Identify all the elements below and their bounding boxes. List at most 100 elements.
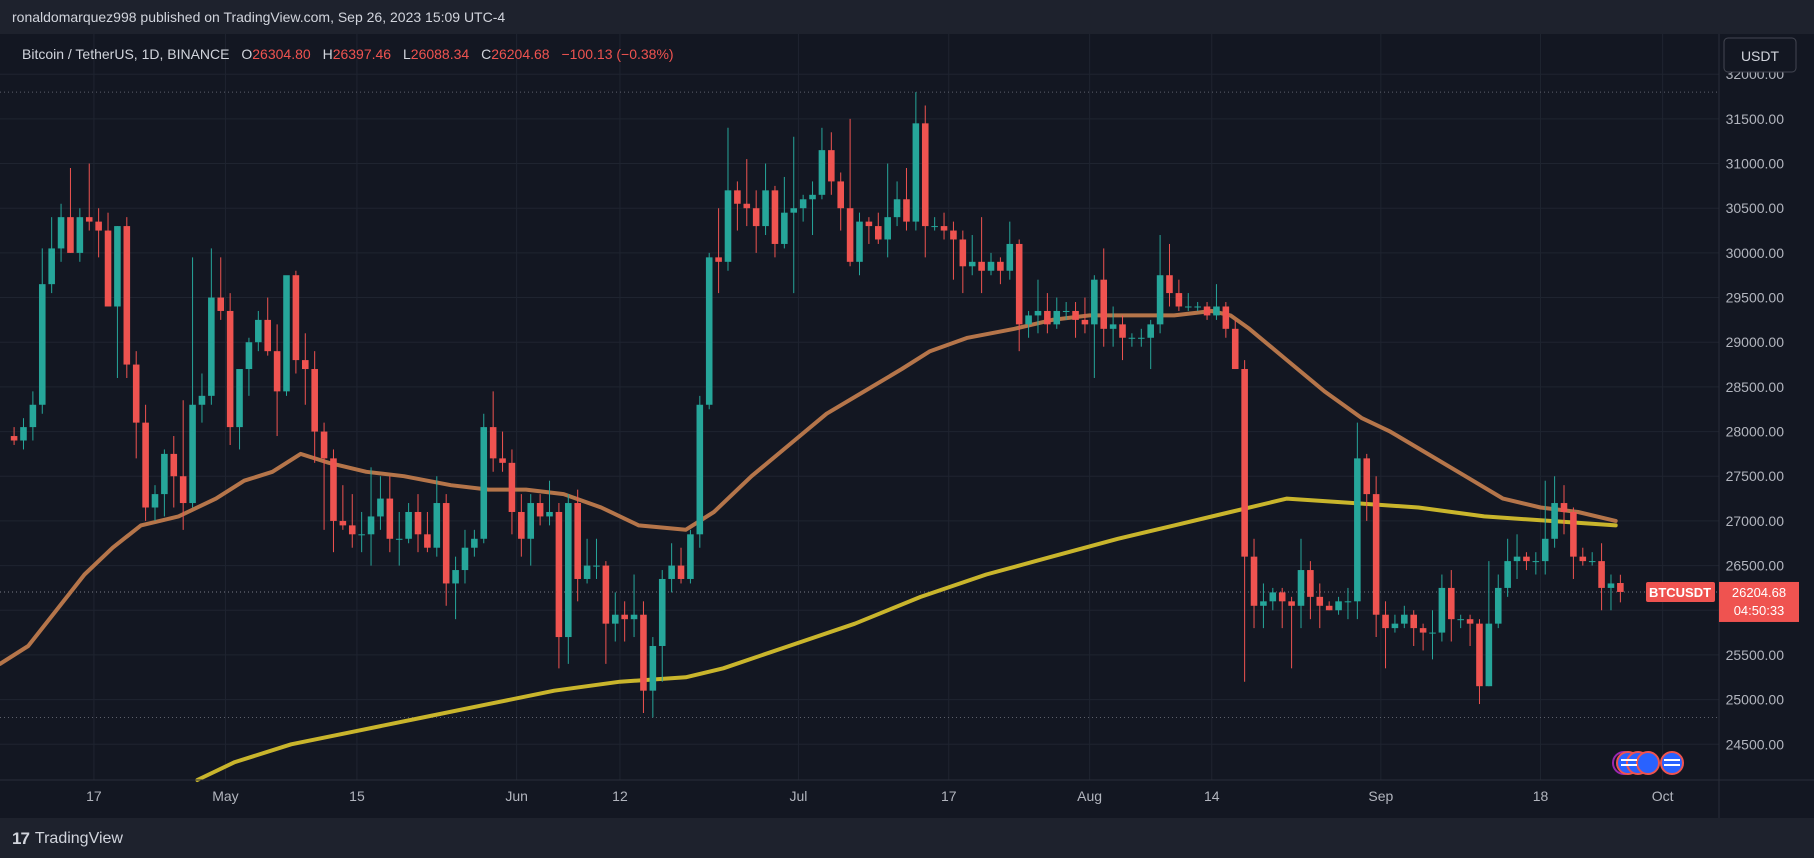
- candle-body: [997, 261, 1004, 271]
- candle: [1504, 538, 1511, 597]
- legend-symbol: Bitcoin / TetherUS, 1D, BINANCE: [22, 46, 229, 62]
- candle: [29, 391, 37, 441]
- candle: [1551, 476, 1558, 548]
- candle-body: [1363, 458, 1371, 495]
- candle-body: [170, 453, 178, 477]
- time-tick-label: Jun: [505, 788, 528, 804]
- economic-event-flags[interactable]: [1612, 751, 1684, 775]
- candle-body: [799, 199, 807, 209]
- candle-body: [809, 194, 816, 200]
- legend-high-label: H: [323, 46, 333, 62]
- candle: [874, 212, 882, 244]
- candle: [330, 449, 337, 553]
- price-chart[interactable]: 24500.0025000.0025500.0026000.0026500.00…: [0, 34, 1814, 818]
- candle: [846, 118, 854, 267]
- candle: [1166, 243, 1173, 307]
- candle-body: [1476, 623, 1483, 687]
- candle: [1053, 297, 1061, 329]
- time-axis[interactable]: 17 May 15 Jun 12 Jul 17 Aug 14 Sep 18 Oct: [86, 788, 1673, 804]
- candle-body: [424, 534, 431, 548]
- candle: [480, 413, 488, 544]
- candle-body: [151, 494, 159, 508]
- candle-body: [461, 547, 469, 571]
- legend-change: −100.13 (−0.38%): [562, 46, 674, 62]
- candle: [1607, 574, 1615, 611]
- badge-price: 26204.68: [1732, 585, 1786, 600]
- candle-body: [405, 511, 412, 539]
- candle: [1476, 619, 1483, 705]
- candle-body: [771, 190, 779, 244]
- candle-body: [132, 364, 140, 423]
- candle-body: [1034, 310, 1042, 316]
- candle-body: [1260, 601, 1267, 606]
- candle-body: [687, 534, 694, 579]
- candle: [358, 511, 365, 553]
- candle-body: [1570, 511, 1577, 557]
- candle: [1438, 574, 1446, 642]
- candle-body: [1222, 306, 1230, 329]
- candle-body: [724, 190, 732, 262]
- candle: [1194, 302, 1201, 311]
- us-flag-icon[interactable]: [1660, 751, 1684, 775]
- candle: [1241, 360, 1248, 682]
- candle: [1429, 610, 1436, 660]
- moving-average-long-line: [195, 496, 1618, 782]
- candle: [1410, 610, 1418, 646]
- price-tick-label: 30000.00: [1726, 245, 1785, 261]
- candle: [264, 297, 272, 356]
- candle-body: [593, 565, 600, 567]
- candle-body: [236, 369, 243, 428]
- candle: [818, 127, 826, 200]
- candle-body: [959, 239, 967, 267]
- candle: [1072, 302, 1079, 338]
- candle: [217, 257, 225, 320]
- candle-body: [630, 614, 638, 620]
- candle-body: [179, 476, 187, 504]
- candle-body: [846, 208, 854, 262]
- tradingview-logo[interactable]: 17 TradingView: [12, 829, 123, 849]
- candle-body: [1429, 632, 1436, 634]
- candle: [348, 494, 356, 548]
- candle: [38, 248, 46, 414]
- candle: [1325, 601, 1333, 611]
- currency-button[interactable]: USDT: [1723, 37, 1797, 73]
- candle-body: [217, 297, 225, 311]
- candle-body: [161, 453, 168, 495]
- candle-body: [1119, 324, 1126, 338]
- candle-body: [837, 181, 845, 209]
- candle-body: [884, 217, 891, 240]
- candle: [809, 181, 816, 236]
- time-tick-label: Aug: [1077, 788, 1102, 804]
- candle: [1034, 279, 1042, 334]
- candle-body: [489, 427, 497, 459]
- candle-body: [433, 503, 441, 548]
- candle-body: [1147, 324, 1154, 338]
- candle: [724, 127, 732, 271]
- candle: [837, 172, 845, 231]
- candle-body: [29, 404, 37, 428]
- legend-close-label: C: [481, 46, 491, 62]
- candle: [1100, 248, 1108, 347]
- candle-body: [1288, 601, 1295, 606]
- candle: [1015, 239, 1023, 352]
- candle-body: [1250, 556, 1258, 606]
- candle: [903, 168, 910, 231]
- candle: [687, 529, 694, 584]
- candle: [1382, 601, 1389, 669]
- candle-body: [255, 319, 262, 343]
- top-bar: ronaldomarquez998 published on TradingVi…: [0, 0, 1814, 34]
- candle: [236, 369, 243, 450]
- candle-body: [828, 150, 835, 182]
- us-flag-icon[interactable]: [1636, 751, 1660, 775]
- candle-body: [367, 516, 375, 535]
- candle-body: [565, 503, 572, 638]
- candle-body: [1175, 293, 1183, 307]
- candle-body: [20, 427, 27, 441]
- candle: [752, 190, 760, 253]
- candle-body: [903, 199, 910, 222]
- candle-body: [358, 534, 365, 536]
- candle-body: [499, 458, 506, 463]
- candle-body: [968, 261, 976, 267]
- candle: [395, 511, 403, 566]
- candle: [865, 217, 873, 244]
